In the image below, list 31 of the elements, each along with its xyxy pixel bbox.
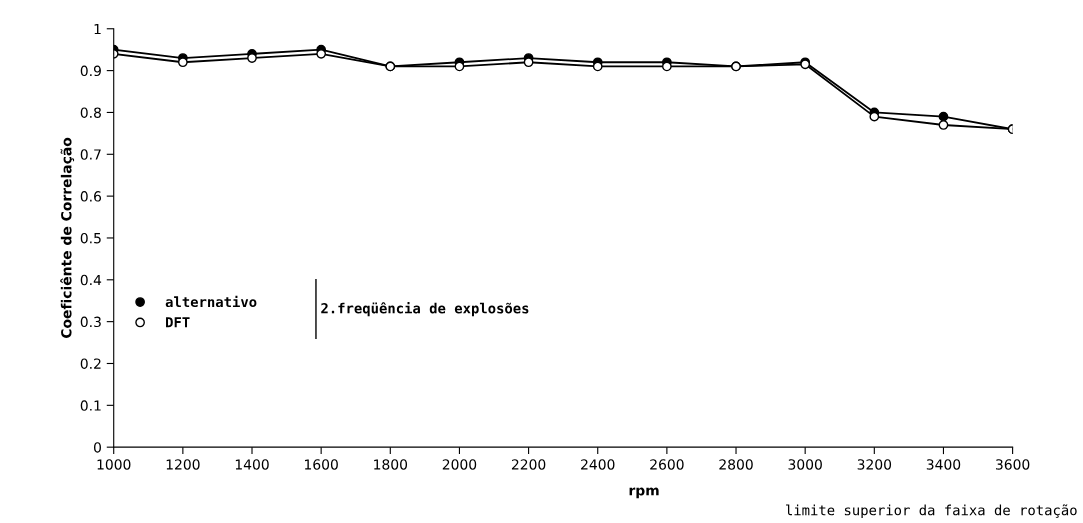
y-tick-label: 0 [93,442,101,453]
legend-label: alternativo [165,295,257,308]
x-tick-label: 1600 [305,459,338,470]
y-tick-label: 0.4 [80,274,102,286]
x-tick-label: 1800 [374,459,408,470]
y-tick-label: 0.3 [80,316,101,328]
x-tick-label: 3400 [926,459,961,470]
x-tick-label: 3000 [788,459,822,470]
y-tick-label: 0.1 [80,400,101,411]
x-tick-label: 3200 [857,459,892,470]
y-tick-label: 0.5 [80,232,101,244]
y-tick-label: 0.6 [80,191,102,202]
x-tick-label: 2600 [650,459,684,470]
y-tick-label: 0.2 [80,358,101,369]
x-tick-label: 2000 [442,459,477,470]
y-tick-label: 0.8 [80,107,101,118]
x-tick-label: 1400 [235,459,269,470]
x-tick-label: 3600 [995,459,1030,470]
y-tick-label: 0.9 [80,65,101,77]
annotation: 2.freqüência de explosões [321,302,529,317]
x-tick-label: 2800 [719,459,753,470]
x-tick-label: 1000 [97,459,131,470]
y-tick-label: 0.7 [80,149,101,160]
legend-label: DFT [166,317,190,328]
x-tick-label: 1200 [166,459,200,470]
x-axis-title: rpm [629,487,659,499]
x-tick-label: 2200 [511,459,546,470]
y-axis-title: Coeficiênte de Correlação [60,137,75,339]
y-tick-label: 1 [94,23,101,35]
x-tick-label: 2400 [581,459,615,470]
text: limite superior da faixa de rotação [786,504,1077,519]
